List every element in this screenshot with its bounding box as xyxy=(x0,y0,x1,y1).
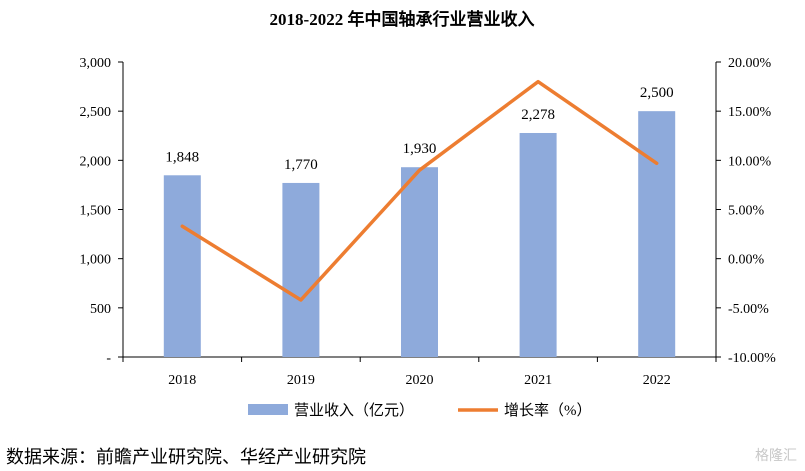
legend: 营业收入（亿元） 增长率（%） xyxy=(248,402,592,419)
line-series xyxy=(180,79,659,302)
left-tick-label: 500 xyxy=(90,302,111,317)
chart-title: 2018-2022 年中国轴承行业营业收入 xyxy=(270,9,535,29)
legend-line-label: 增长率（%） xyxy=(504,402,592,419)
right-tick-label: -5.00% xyxy=(728,302,769,317)
bar-data-label: 1,848 xyxy=(165,149,199,165)
bar-data-label: 2,500 xyxy=(640,85,674,101)
right-tick-label: -10.00% xyxy=(728,351,776,366)
right-tick-label: 15.00% xyxy=(728,105,772,120)
axes: - 500 1,000 1,500 2,000 2,500 3,000 -10.00% -5.0… xyxy=(80,56,777,388)
bar-data-label: 1,930 xyxy=(403,141,437,157)
line-point xyxy=(181,225,183,227)
left-tick-label: 2,500 xyxy=(80,105,112,120)
watermark: 格隆汇 xyxy=(755,448,797,464)
line-point xyxy=(537,81,539,83)
bar xyxy=(282,182,320,357)
right-tick-label: 20.00% xyxy=(728,56,772,71)
x-tick-label: 2018 xyxy=(168,373,196,388)
right-tick-label: 10.00% xyxy=(728,154,772,169)
line-point xyxy=(419,169,420,171)
bar-data-label: 2,278 xyxy=(521,107,555,123)
source-note: 数据来源：前瞻产业研究院、华经产业研究院 xyxy=(6,447,366,468)
left-tick-label: 1,500 xyxy=(80,204,112,219)
legend-bar-swatch xyxy=(248,404,288,415)
bar xyxy=(638,111,676,358)
x-tick-label: 2019 xyxy=(287,373,315,388)
x-tick-label: 2021 xyxy=(524,373,552,388)
bar xyxy=(519,132,557,357)
left-tick-label: 2,000 xyxy=(80,154,112,169)
bar xyxy=(163,175,201,357)
x-tick-label: 2022 xyxy=(643,373,671,388)
right-tick-label: 0.00% xyxy=(728,253,765,268)
bar-data-label: 1,770 xyxy=(284,157,318,173)
left-tick-label: 1,000 xyxy=(80,253,112,268)
legend-bar-label: 营业收入（亿元） xyxy=(294,402,414,419)
x-tick-label: 2020 xyxy=(406,373,434,388)
bar xyxy=(401,167,438,357)
right-tick-label: 5.00% xyxy=(728,204,765,219)
chart: 2018-2022 年中国轴承行业营业收入 - 500 1,000 1,500 2,00… xyxy=(80,9,777,419)
left-tick-label: 3,000 xyxy=(80,56,112,71)
line-point xyxy=(300,299,302,301)
left-tick-label: - xyxy=(106,351,111,366)
bar-series: 1,848 1,770 1,930 2,278 2,500 xyxy=(163,85,676,358)
line-point xyxy=(656,162,658,164)
